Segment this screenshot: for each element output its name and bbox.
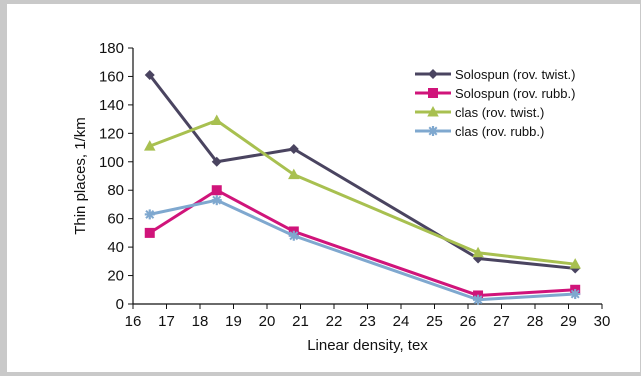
x-tick-label: 20 xyxy=(259,313,276,330)
x-tick-label: 25 xyxy=(426,313,443,330)
x-tick-label: 22 xyxy=(326,313,343,330)
marker-star xyxy=(570,289,581,300)
marker-star-stroke xyxy=(212,195,222,205)
marker-star xyxy=(473,294,484,305)
line-chart: 0 20 40 60 80 100 120 140 160 180 16 17 18 19 20 21 22 23… xyxy=(72,40,610,354)
y-tick-label: 80 xyxy=(107,182,124,199)
series-4 xyxy=(144,195,581,305)
y-tick-label: 60 xyxy=(107,211,124,228)
legend-item: clas (rov. twist.) xyxy=(415,105,544,120)
marker-triangle xyxy=(427,106,439,117)
x-tick-label: 24 xyxy=(393,313,410,330)
marker-triangle xyxy=(472,246,484,258)
marker-star-stroke xyxy=(473,295,483,305)
legend-item: clas (rov. rubb.) xyxy=(415,124,544,139)
y-tick-label: 0 xyxy=(116,296,124,313)
y-tick-label: 160 xyxy=(99,68,124,85)
y-tick-label: 180 xyxy=(99,40,124,57)
marker-star-stroke xyxy=(570,289,580,299)
marker-star xyxy=(144,209,155,220)
marker-star-stroke xyxy=(145,209,155,219)
legend-label: Solospun (rov. twist.) xyxy=(455,67,575,82)
marker-square xyxy=(211,185,222,196)
y-tick-label: 120 xyxy=(99,125,124,142)
marker-star xyxy=(288,230,299,241)
marker-square xyxy=(428,88,438,98)
marker-star xyxy=(428,126,438,136)
x-tick-label: 18 xyxy=(192,313,209,330)
legend: Solospun (rov. twist.) Solospun (rov. rub… xyxy=(415,67,575,139)
marker-diamond xyxy=(428,69,438,79)
x-tick-label: 29 xyxy=(560,313,577,330)
marker-diamond xyxy=(144,70,155,81)
x-tick-label: 19 xyxy=(225,313,242,330)
x-tick-label: 28 xyxy=(527,313,544,330)
marker-star-stroke xyxy=(428,126,438,136)
y-tick-label: 100 xyxy=(99,154,124,171)
marker-triangle xyxy=(211,114,223,126)
legend-label: Solospun (rov. rubb.) xyxy=(455,86,575,101)
axes: 0 20 40 60 80 100 120 140 160 180 16 17 18 19 20 21 22 23… xyxy=(99,40,610,330)
marker-star xyxy=(211,195,222,206)
legend-item: Solospun (rov. twist.) xyxy=(415,67,575,82)
x-tick-label: 26 xyxy=(460,313,477,330)
y-tick-label: 20 xyxy=(107,268,124,285)
series-3 xyxy=(144,114,581,269)
y-tick-label: 40 xyxy=(107,239,124,256)
series-group xyxy=(144,70,581,305)
legend-label: clas (rov. twist.) xyxy=(455,105,544,120)
y-tick-label: 140 xyxy=(99,97,124,114)
x-axis-label: Linear density, tex xyxy=(307,337,428,354)
marker-triangle xyxy=(144,140,156,151)
marker-triangle xyxy=(288,168,300,180)
marker-diamond xyxy=(211,156,222,167)
legend-item: Solospun (rov. rubb.) xyxy=(415,86,575,101)
x-tick-label: 21 xyxy=(292,313,309,330)
y-axis-label: Thin places, 1/km xyxy=(72,117,89,235)
series-line xyxy=(149,198,576,302)
x-tick-label: 30 xyxy=(594,313,611,330)
x-tick-label: 16 xyxy=(125,313,142,330)
x-tick-label: 27 xyxy=(493,313,510,330)
marker-triangle xyxy=(569,258,581,269)
marker-square xyxy=(144,227,155,238)
marker-star-stroke xyxy=(289,231,299,241)
marker-diamond xyxy=(288,143,299,154)
legend-label: clas (rov. rubb.) xyxy=(455,124,544,139)
series-1 xyxy=(144,70,581,274)
series-line xyxy=(148,188,576,297)
x-tick-label: 23 xyxy=(359,313,376,330)
x-tick-label: 17 xyxy=(158,313,175,330)
